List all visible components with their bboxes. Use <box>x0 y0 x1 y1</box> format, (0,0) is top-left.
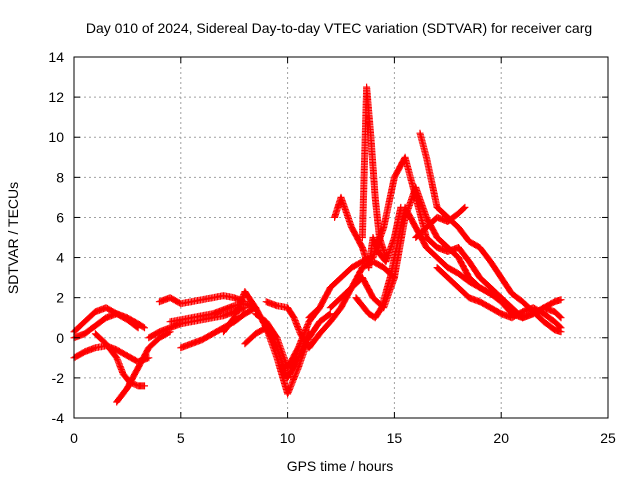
x-tick-label: 15 <box>387 430 403 446</box>
axis-ticks: 0 5 10 15 20 25 -4 -2 0 2 4 6 8 10 12 14 <box>48 49 616 446</box>
series-track-20 <box>412 203 469 241</box>
y-tick-label: 6 <box>56 209 64 225</box>
x-axis-label: GPS time / hours <box>287 458 394 474</box>
x-tick-label: 5 <box>177 430 185 446</box>
series-marks <box>358 83 390 262</box>
y-tick-label: 8 <box>56 169 64 185</box>
series-marks <box>155 292 249 308</box>
series-track-17 <box>358 83 390 262</box>
series-track-16 <box>331 193 405 272</box>
y-tick-label: -4 <box>52 410 65 426</box>
y-tick-label: 10 <box>48 129 64 145</box>
x-tick-label: 0 <box>70 430 78 446</box>
y-tick-label: -2 <box>52 370 65 386</box>
series-marks <box>412 203 469 241</box>
y-tick-label: 0 <box>56 330 64 346</box>
series-track-11 <box>241 324 313 382</box>
y-tick-label: 12 <box>48 89 64 105</box>
series-track-7 <box>155 292 249 308</box>
series-track-19 <box>416 129 565 336</box>
series-marks <box>455 244 565 322</box>
x-tick-label: 10 <box>280 430 296 446</box>
series-marks <box>331 193 405 272</box>
series-marks <box>241 324 313 382</box>
x-tick-label: 25 <box>600 430 616 446</box>
series-track-5 <box>113 328 174 406</box>
chart-title: Day 010 of 2024, Sidereal Day-to-day VTE… <box>86 20 592 36</box>
series-track-22 <box>455 244 565 322</box>
x-tick-label: 20 <box>493 430 509 446</box>
y-tick-label: 14 <box>48 49 64 65</box>
y-axis-label: SDTVAR / TECUs <box>5 182 21 294</box>
y-tick-label: 4 <box>56 250 64 266</box>
series-marks <box>113 328 174 406</box>
y-tick-label: 2 <box>56 290 64 306</box>
series-marks <box>416 129 565 336</box>
plot-frame <box>73 56 609 419</box>
